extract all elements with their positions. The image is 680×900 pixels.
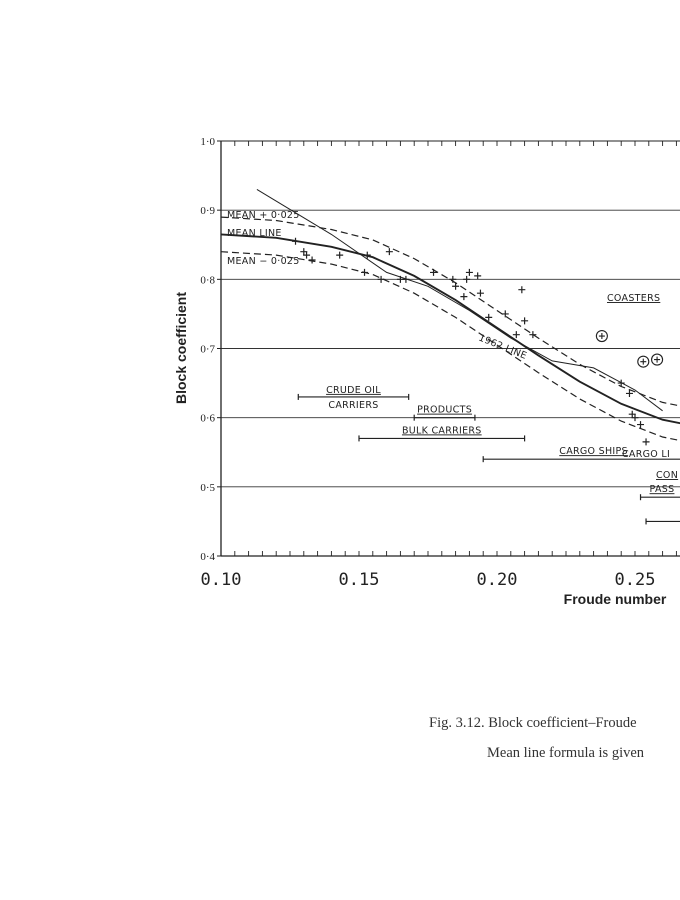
range-bars: CRUDE OIL CARRIERS PRODUCTS BULK CARRIERS CA…	[297, 385, 680, 525]
data-point	[385, 248, 393, 256]
data-point	[377, 275, 385, 283]
data-point	[449, 275, 457, 283]
data-point	[512, 331, 520, 339]
label-coasters: COASTERS	[607, 293, 660, 304]
data-point	[361, 268, 369, 276]
y-tick-label: 0·6	[200, 413, 215, 425]
data-point	[474, 272, 482, 280]
x-ticks: 0.10 0.15 0.20 0.25	[201, 141, 677, 590]
data-point	[485, 313, 493, 321]
circled-point-mark	[598, 333, 605, 340]
y-axis-title: Block coefficient	[173, 292, 189, 404]
x-tick-label: 0.20	[477, 570, 518, 590]
y-tick-label: 0·9	[200, 205, 215, 217]
y-tick-label: 0·5	[200, 482, 215, 494]
data-point	[637, 421, 645, 429]
data-point	[501, 310, 509, 318]
range-bar-label: CARRIERS	[328, 400, 378, 411]
data-point	[617, 379, 625, 387]
series-line	[256, 188, 663, 412]
x-tick-label: 0.15	[339, 570, 380, 590]
data-point	[336, 251, 344, 259]
series-lines	[220, 188, 680, 442]
label-mean-plus: MEAN + 0·025	[227, 210, 300, 221]
y-tick-label: 0·4	[200, 551, 215, 563]
range-bar-label: BULK CARRIERS	[402, 425, 482, 436]
range-bar-label: PRODUCTS	[417, 405, 472, 416]
data-point	[465, 268, 473, 276]
y-tick-label: 0·7	[200, 344, 215, 356]
figure-caption-note: Mean line formula is given	[487, 745, 645, 761]
data-point	[303, 251, 311, 259]
x-tick-label: 0.10	[201, 570, 242, 590]
label-1962-line: 1962 LINE	[477, 333, 529, 362]
circled-point	[595, 329, 608, 343]
label-mean-minus: MEAN − 0·025	[227, 256, 300, 267]
circled-point-mark	[654, 356, 661, 363]
data-point	[631, 414, 639, 422]
data-point	[518, 286, 526, 294]
data-point	[430, 268, 438, 276]
circled-point	[651, 353, 664, 366]
data-point	[308, 256, 316, 264]
data-point	[529, 331, 537, 339]
annotations: MEAN + 0·025 MEAN LINE MEAN − 0·025 1962 LI…	[227, 210, 678, 481]
range-bar-label: CRUDE OIL	[326, 385, 381, 396]
range-bar-label: CARGO SHIPS	[559, 446, 628, 457]
y-tick-label: 0·8	[200, 274, 215, 286]
y-ticks: 0·4 0·5 0·6 0·7 0·8 0·9 1·0	[200, 136, 221, 563]
data-point	[476, 289, 484, 297]
series-line	[220, 216, 680, 407]
circled-point	[637, 355, 650, 368]
series-line	[220, 233, 680, 425]
label-con: CON	[656, 470, 678, 481]
data-point	[402, 275, 410, 283]
data-point	[452, 282, 460, 290]
circled-point-mark	[640, 358, 647, 365]
figure-caption: Fig. 3.12. Block coefficient–Froude	[429, 715, 637, 731]
grid-lines	[221, 209, 680, 488]
data-point	[460, 293, 468, 301]
series-line	[220, 251, 680, 442]
data-point	[642, 438, 650, 446]
data-point	[521, 317, 529, 325]
x-tick-label: 0.25	[615, 570, 656, 590]
x-axis-title: Froude number	[564, 591, 667, 607]
scatter-points	[292, 237, 664, 446]
data-point	[292, 237, 300, 245]
data-point	[463, 275, 471, 283]
data-point	[625, 389, 633, 397]
label-cargo-liners: CARGO LI	[622, 449, 670, 460]
range-bar-label: PASS	[650, 484, 675, 495]
label-mean-line: MEAN LINE	[227, 228, 282, 239]
y-tick-label: 1·0	[200, 136, 215, 148]
data-point	[363, 251, 371, 259]
